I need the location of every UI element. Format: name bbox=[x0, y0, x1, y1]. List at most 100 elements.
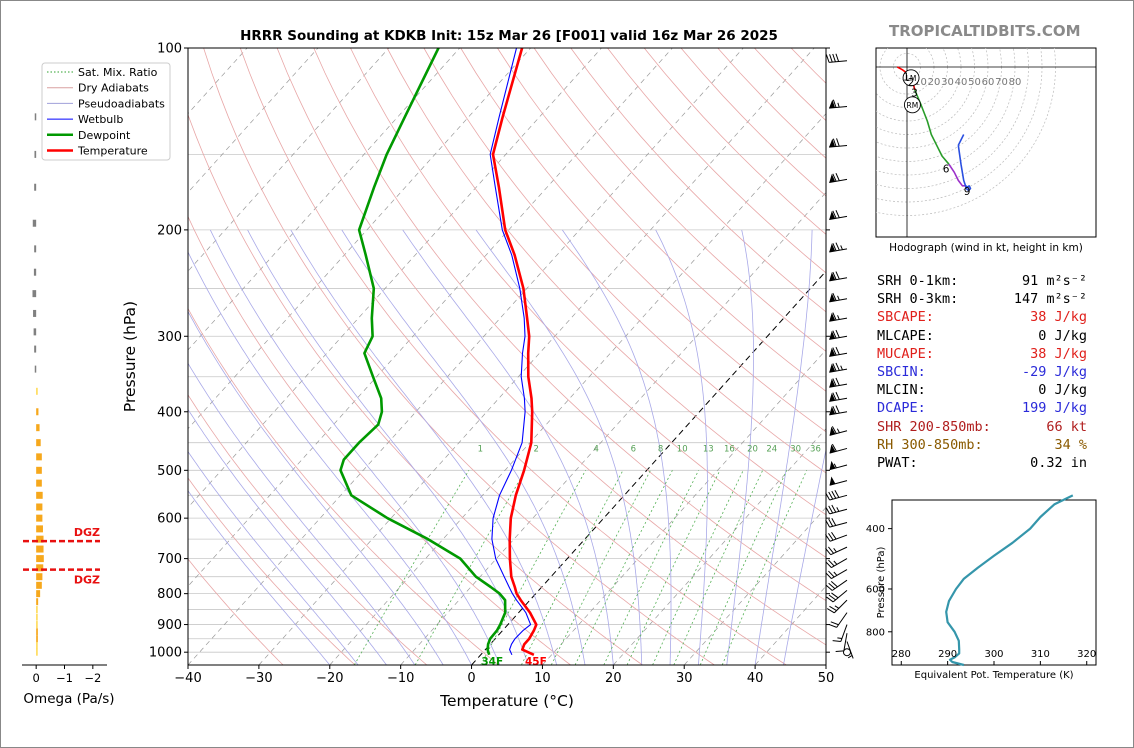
omega-bar bbox=[36, 535, 44, 543]
parameter-row: DCAPE: 199 J/kg bbox=[877, 399, 1087, 417]
parameter-value: 0.32 in bbox=[1030, 454, 1087, 471]
y-tick-label: 500 bbox=[157, 464, 182, 479]
y-tick-label: 200 bbox=[157, 223, 182, 238]
wind-barb-full bbox=[832, 330, 837, 339]
parameter-value: 34 % bbox=[1054, 436, 1087, 453]
wind-barb-full bbox=[830, 581, 838, 588]
wind-barb-half bbox=[833, 463, 837, 469]
parameter-value: 38 J/kg bbox=[1030, 309, 1087, 326]
omega-bar bbox=[36, 642, 38, 650]
wind-barb-flag bbox=[829, 312, 836, 322]
isotherm-line bbox=[258, 48, 815, 665]
x-tick-label: −10 bbox=[387, 671, 414, 686]
wind-barb-full bbox=[825, 519, 831, 528]
wind-barb bbox=[829, 173, 848, 184]
hodograph-ring-label: 60 bbox=[982, 77, 995, 88]
hodograph-ring-label: 70 bbox=[995, 77, 1008, 88]
mixing-ratio-line bbox=[414, 470, 526, 665]
parameter-label: MUCAPE: bbox=[877, 345, 934, 362]
isotherm-line bbox=[188, 48, 602, 508]
hodograph-height-label: 2 bbox=[908, 77, 915, 89]
omega-bar bbox=[36, 408, 39, 416]
parameter-value: -29 J/kg bbox=[1021, 363, 1087, 380]
theta-e-y-axis-label: Pressure (hPa) bbox=[876, 547, 887, 619]
wind-barb-flag bbox=[829, 272, 836, 281]
dgz-label: DGZ bbox=[74, 574, 100, 587]
omega-bar bbox=[36, 555, 44, 563]
wind-barb-half bbox=[833, 560, 838, 565]
pseudoadiabat-line bbox=[290, 229, 557, 665]
omega-bar bbox=[34, 150, 37, 158]
mixing-ratio-label: 24 bbox=[766, 444, 777, 454]
omega-axis-label: Omega (Pa/s) bbox=[23, 691, 114, 707]
x-tick-label: −20 bbox=[316, 671, 343, 686]
dry-adiabat-line bbox=[188, 307, 499, 665]
parameter-value: 66 kt bbox=[1046, 418, 1087, 435]
wind-barb-half bbox=[840, 365, 843, 371]
hodograph-ring-label: 80 bbox=[1009, 77, 1022, 88]
omega-bar bbox=[36, 621, 38, 629]
omega-bar bbox=[36, 590, 41, 598]
wind-barb bbox=[846, 641, 854, 659]
wind-barb-full bbox=[835, 405, 840, 414]
wind-barb-full bbox=[831, 504, 837, 513]
wind-barb-full bbox=[825, 572, 832, 579]
wind-barb-full bbox=[835, 53, 840, 62]
parameter-label: SBCAPE: bbox=[877, 309, 934, 326]
legend: Sat. Mix. Ratio Dry Adiabats Pseudoadiabat… bbox=[41, 62, 171, 161]
wind-barb-full bbox=[835, 346, 840, 355]
theta-e-x-tick-label: 300 bbox=[984, 649, 1003, 660]
theta-e-x-tick-label: 280 bbox=[892, 649, 911, 660]
hodograph-trace bbox=[957, 134, 965, 146]
wind-barb-flag bbox=[829, 392, 836, 402]
parameter-table: SRH 0-1km: 91 m²s⁻² SRH 0-3km: 147 m²s⁻² SBC… bbox=[877, 272, 1087, 472]
wind-barb-flag bbox=[829, 173, 836, 183]
wind-barb-full bbox=[832, 173, 837, 182]
y-tick-label: 400 bbox=[157, 405, 182, 420]
wind-barb-half bbox=[833, 548, 837, 553]
pseudoadiabat-line bbox=[188, 251, 472, 665]
mixing-ratio-label: 4 bbox=[594, 444, 599, 454]
x-axis-label: Temperature (°C) bbox=[439, 692, 574, 710]
parameter-row: MUCAPE: 38 J/kg bbox=[877, 345, 1087, 363]
pseudoadiabat-line bbox=[341, 229, 586, 665]
omega-bar bbox=[36, 573, 43, 581]
pseudoadiabat-line bbox=[188, 490, 331, 665]
theta-e-x-tick-label: 320 bbox=[1077, 649, 1096, 660]
wind-barb bbox=[829, 405, 848, 416]
wind-barb-flag bbox=[829, 444, 836, 454]
wind-barb-staff bbox=[829, 383, 848, 388]
x-tick-label: 50 bbox=[818, 671, 835, 686]
theta-e-chart: 280 290 300 310 320 400 600 800 Equivalent Pot. … bbox=[866, 494, 1097, 681]
x-tick-label: −40 bbox=[174, 671, 201, 686]
parameter-row: RH 300-850mb: 34 % bbox=[877, 436, 1087, 454]
y-tick-label: 900 bbox=[157, 618, 182, 633]
wind-barb-flag bbox=[829, 363, 836, 373]
wind-barb-full bbox=[832, 243, 837, 251]
y-axis-label: Pressure (hPa) bbox=[121, 301, 139, 412]
y-tick-label: 300 bbox=[157, 330, 182, 345]
wind-barb-half bbox=[836, 428, 840, 433]
pseudoadiabat-line bbox=[188, 310, 444, 665]
dgz-label: DGZ bbox=[74, 526, 100, 539]
wind-barb bbox=[829, 271, 848, 282]
wind-barb bbox=[829, 391, 848, 402]
isotherm-line bbox=[0, 48, 34, 665]
wind-barb-full bbox=[832, 271, 837, 280]
plot-frame bbox=[187, 47, 827, 666]
wind-barb-full bbox=[825, 54, 830, 63]
theta-e-x-tick-label: 310 bbox=[1031, 649, 1050, 660]
wind-barb-full bbox=[832, 99, 837, 108]
wind-barb-flag bbox=[829, 99, 836, 109]
legend-label: Pseudoadiabats bbox=[78, 97, 165, 110]
wind-barb-flag bbox=[829, 347, 836, 357]
mixing-ratio-label: 2 bbox=[534, 444, 539, 454]
parameter-label: DCAPE: bbox=[877, 400, 926, 417]
parameter-label: PWAT: bbox=[877, 454, 918, 471]
hodograph-ring-label: 10 bbox=[914, 77, 927, 88]
omega-bar bbox=[33, 309, 37, 317]
wind-barb-staff bbox=[829, 145, 848, 148]
isotherm-line bbox=[471, 270, 826, 665]
parameter-row: SHR 200-850mb: 66 kt bbox=[877, 418, 1087, 436]
